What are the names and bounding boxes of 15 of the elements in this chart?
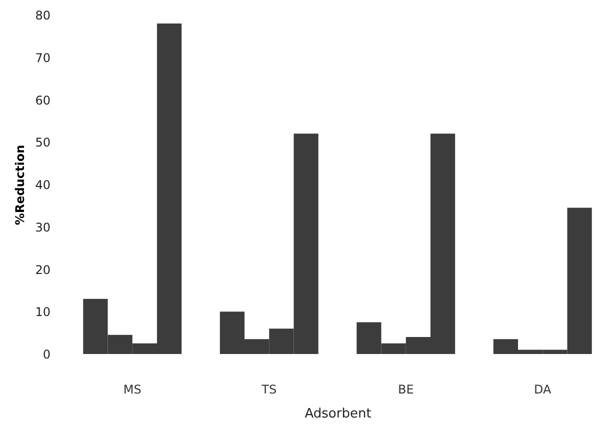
- y-tick-label: 20: [35, 262, 50, 277]
- y-tick-label: 50: [35, 136, 50, 150]
- x-tick-label: DA: [534, 382, 552, 396]
- y-tick-label: 60: [35, 93, 50, 108]
- y-tick-label: 80: [35, 8, 50, 22]
- y-tick-label: 10: [35, 305, 50, 320]
- y-axis-title: %Reduction: [13, 144, 28, 226]
- y-tick-label: 30: [35, 220, 50, 234]
- x-tick-label: MS: [123, 382, 142, 396]
- y-tick-label: 40: [35, 178, 50, 192]
- x-tick-label: BE: [398, 382, 414, 396]
- x-tick-label: TS: [260, 382, 277, 396]
- y-tick-label: 70: [35, 50, 50, 65]
- x-axis-title: Adsorbent: [304, 406, 372, 422]
- y-tick-label: 0: [42, 348, 50, 362]
